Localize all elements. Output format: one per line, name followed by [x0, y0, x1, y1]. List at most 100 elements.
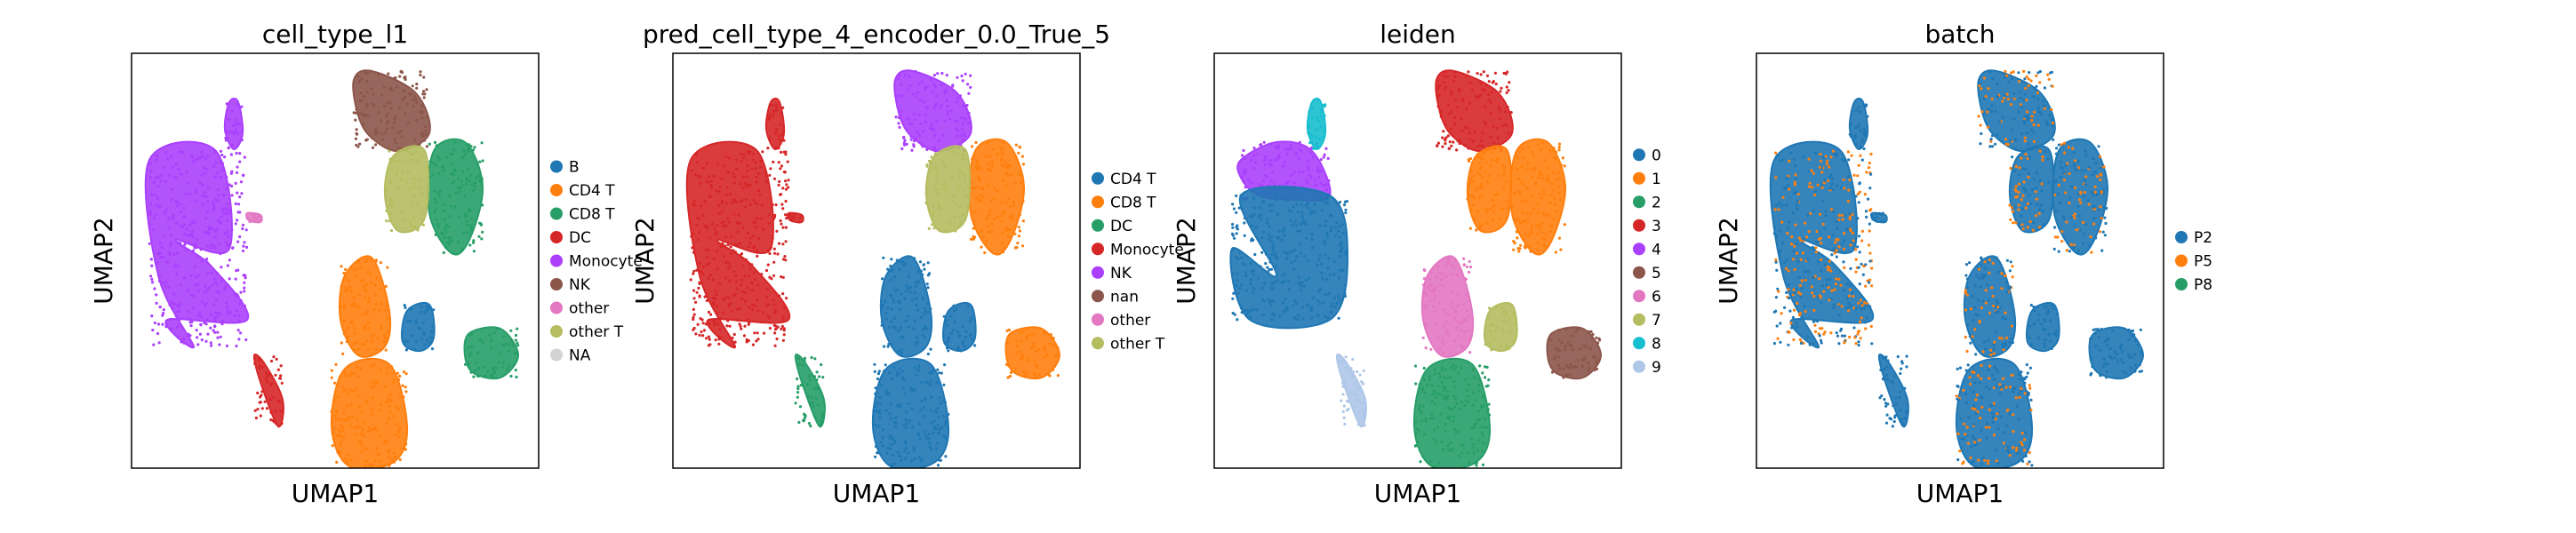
scatter-point [1274, 254, 1277, 258]
scatter-point [924, 85, 927, 89]
scatter-point [1839, 283, 1843, 287]
scatter-point [1447, 147, 1451, 150]
scatter-point [926, 274, 930, 277]
scatter-point [754, 161, 758, 164]
scatter-point [2004, 69, 2007, 74]
scatter-point [2023, 381, 2027, 385]
scatter-point [1418, 407, 1421, 410]
scatter-point [1856, 332, 1860, 336]
scatter-point [228, 259, 231, 262]
scatter-point [714, 289, 717, 293]
scatter-point [911, 92, 916, 96]
scatter-point [756, 203, 759, 206]
scatter-point [1350, 391, 1354, 394]
scatter-point [917, 364, 921, 368]
scatter-point [1795, 287, 1798, 291]
scatter-point [1452, 363, 1455, 367]
scatter-point [820, 422, 823, 426]
scatter-point [772, 218, 775, 221]
scatter-point [1822, 332, 1826, 336]
scatter-point [1326, 156, 1330, 160]
scatter-point [772, 260, 776, 264]
scatter-point [1414, 382, 1418, 386]
scatter-point [1538, 227, 1541, 230]
scatter-point [1320, 209, 1324, 212]
scatter-point [489, 373, 492, 377]
scatter-point [1499, 90, 1502, 93]
scatter-point [716, 304, 719, 308]
scatter-point [1500, 326, 1503, 330]
scatter-point [783, 255, 787, 259]
scatter-point [694, 300, 698, 304]
scatter-point [2020, 207, 2024, 211]
scatter-point [2050, 117, 2053, 121]
scatter-point [1557, 191, 1561, 195]
scatter-point [244, 276, 247, 280]
scatter-point [475, 176, 478, 179]
scatter-point [1317, 119, 1321, 123]
scatter-point [206, 272, 210, 275]
scatter-point [716, 224, 719, 227]
scatter-point [2009, 139, 2012, 142]
scatter-point [1269, 304, 1273, 307]
scatter-point [1796, 301, 1799, 306]
scatter-point [371, 396, 375, 400]
scatter-point [931, 223, 934, 227]
scatter-point [244, 274, 247, 277]
scatter-point [415, 161, 419, 164]
scatter-point [725, 186, 729, 189]
scatter-point [372, 363, 376, 367]
scatter-point [1984, 273, 1988, 277]
legend-entry: 8 [1652, 335, 1661, 353]
scatter-point [1441, 272, 1445, 275]
scatter-point [1250, 308, 1253, 312]
scatter-point [1430, 400, 1434, 403]
scatter-point [1018, 350, 1021, 354]
scatter-point [1990, 104, 1994, 107]
scatter-point [721, 199, 724, 203]
scatter-point [364, 288, 367, 291]
scatter-point [214, 298, 218, 302]
scatter-point [2038, 81, 2042, 84]
scatter-point [1487, 402, 1491, 406]
scatter-point [172, 302, 176, 306]
scatter-point [1982, 275, 1986, 279]
scatter-point [1971, 295, 1974, 298]
scatter-point [2000, 287, 2004, 290]
scatter-point [1859, 154, 1862, 157]
scatter-point [900, 292, 903, 296]
scatter-point [1857, 340, 1860, 344]
scatter-point [155, 203, 158, 207]
scatter-point [225, 230, 229, 234]
scatter-point [1876, 219, 1879, 223]
scatter-point [1456, 106, 1460, 109]
scatter-point [272, 355, 276, 359]
scatter-point [1865, 171, 1868, 174]
scatter-point [1479, 73, 1483, 76]
scatter-point [1003, 164, 1006, 168]
scatter-point [1843, 159, 1846, 163]
scatter-point [219, 176, 222, 179]
scatter-point [1555, 371, 1559, 375]
scatter-point [1864, 284, 1868, 288]
scatter-point [236, 131, 240, 135]
scatter-point [890, 402, 893, 406]
scatter-point [1512, 240, 1516, 243]
scatter-point [918, 269, 922, 273]
scatter-point [1463, 330, 1467, 334]
scatter-point [699, 261, 702, 265]
cluster-olive_mid [383, 145, 430, 234]
scatter-point [1529, 211, 1532, 216]
scatter-point [1885, 413, 1889, 417]
scatter-point [352, 342, 356, 346]
scatter-point [205, 167, 209, 171]
scatter-point [1859, 129, 1862, 132]
scatter-point [1864, 304, 1868, 307]
cluster-fill-6 [1420, 255, 1475, 358]
scatter-point [720, 221, 724, 225]
scatter-point [402, 370, 406, 374]
legend-marker [550, 348, 563, 362]
scatter-point [917, 422, 922, 426]
scatter-point [1979, 395, 1982, 399]
scatter-point [1542, 213, 1546, 217]
